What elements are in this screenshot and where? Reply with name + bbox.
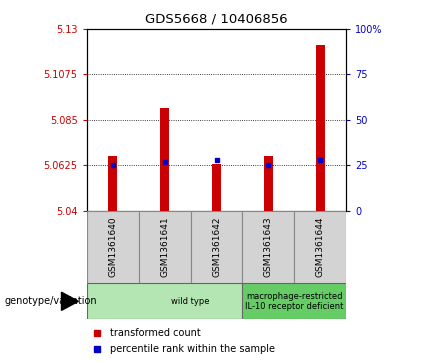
Text: GSM1361642: GSM1361642 bbox=[212, 217, 221, 277]
Bar bbox=[87, 283, 294, 319]
Text: GSM1361644: GSM1361644 bbox=[316, 217, 325, 277]
Text: GSM1361640: GSM1361640 bbox=[108, 216, 117, 277]
Text: GSM1361643: GSM1361643 bbox=[264, 216, 273, 277]
Bar bbox=[294, 211, 346, 283]
Bar bbox=[191, 211, 242, 283]
Polygon shape bbox=[61, 292, 78, 310]
Text: transformed count: transformed count bbox=[110, 328, 201, 338]
Text: percentile rank within the sample: percentile rank within the sample bbox=[110, 344, 275, 354]
Bar bbox=[87, 211, 139, 283]
Bar bbox=[160, 108, 169, 211]
Text: GDS5668 / 10406856: GDS5668 / 10406856 bbox=[145, 13, 288, 26]
Text: genotype/variation: genotype/variation bbox=[4, 296, 97, 306]
Text: GSM1361641: GSM1361641 bbox=[160, 216, 169, 277]
Bar bbox=[242, 283, 346, 319]
Text: wild type: wild type bbox=[171, 297, 210, 306]
Bar bbox=[264, 156, 273, 211]
Bar bbox=[242, 211, 294, 283]
Bar bbox=[108, 156, 117, 211]
Bar bbox=[316, 45, 325, 211]
Text: macrophage-restricted
IL-10 receptor deficient: macrophage-restricted IL-10 receptor def… bbox=[245, 291, 344, 311]
Bar bbox=[139, 211, 191, 283]
Bar bbox=[212, 164, 221, 211]
